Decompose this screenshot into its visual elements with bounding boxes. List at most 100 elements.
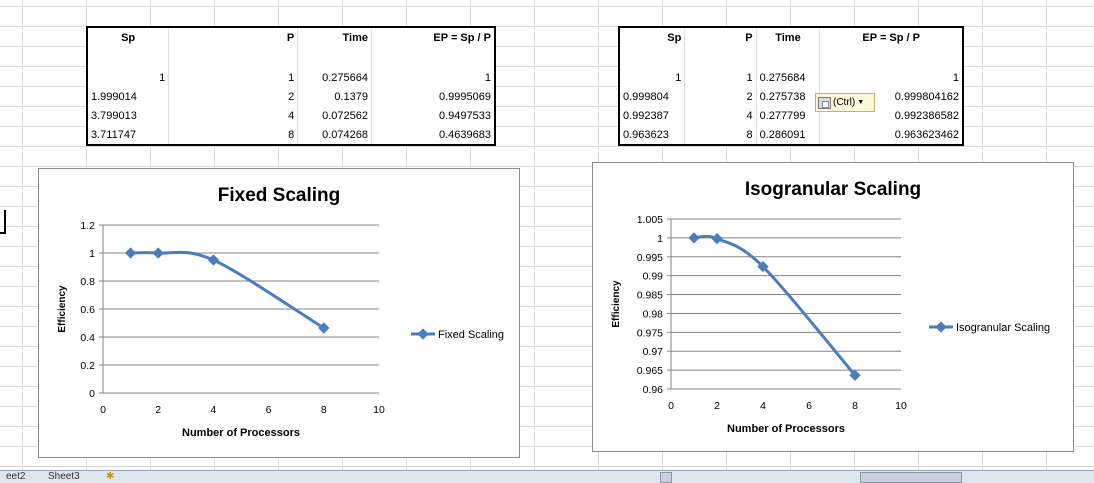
insert-sheet-icon[interactable]: ✱	[106, 471, 115, 482]
y-tick-label: 0.6	[80, 304, 95, 316]
y-tick-label: 0.975	[637, 327, 663, 339]
chart-title: Fixed Scaling	[218, 185, 340, 206]
cell[interactable]	[755, 48, 820, 68]
cell[interactable]	[819, 48, 963, 68]
cell-ep[interactable]: 0.963623462	[819, 125, 963, 145]
x-tick-label: 8	[321, 404, 327, 416]
y-axis-label: Efficiency	[57, 285, 68, 333]
cell-time[interactable]: 0.074268	[297, 125, 372, 145]
y-tick-label: 1	[657, 233, 663, 245]
table-row: 0.963623 8 0.286091 0.963623462	[619, 125, 963, 145]
table-row: 3.711747 8 0.074268 0.4639683	[87, 125, 495, 145]
scroll-split-handle[interactable]	[660, 472, 672, 483]
header-p[interactable]: P	[684, 27, 757, 48]
cell-sp[interactable]: 0.963623	[623, 128, 669, 141]
x-axis-label: Number of Processors	[182, 427, 300, 439]
data-point	[849, 369, 861, 381]
isogranular-scaling-chart-svg: Isogranular Scaling 0.96 0.965 0.97 0.975 0.9…	[611, 179, 1050, 435]
header-p[interactable]: P	[168, 27, 298, 48]
cell-p[interactable]: 4	[684, 106, 757, 125]
x-tick-label: 2	[714, 400, 720, 412]
horizontal-scrollbar-thumb[interactable]	[860, 472, 962, 483]
legend-label: Isogranular Scaling	[956, 322, 1050, 334]
cell-sp[interactable]: 0.992387	[623, 109, 669, 122]
cell-sp[interactable]: 3.711747	[91, 128, 137, 141]
paste-options-label: (Ctrl)	[833, 97, 856, 108]
cell-sp[interactable]: 3.799013	[91, 109, 137, 122]
cell-ep[interactable]: 0.9497533	[370, 106, 495, 125]
cell-ep[interactable]: 0.9995069	[370, 87, 495, 106]
y-tick-label: 0	[89, 388, 95, 400]
y-tick-label: 0.99	[643, 271, 664, 283]
cell-sp[interactable]: 1.999014	[91, 90, 137, 103]
table-row: 3.799013 4 0.072562 0.9497533	[87, 106, 495, 125]
table-row: 0.992387 4 0.277799 0.992386582	[619, 106, 963, 125]
legend-label: Fixed Scaling	[438, 329, 504, 341]
y-tick-label: 0.965	[637, 365, 663, 377]
cell-time[interactable]: 0.286091	[755, 125, 820, 145]
x-tick-label: 4	[760, 400, 766, 412]
cell-time[interactable]: 0.275684	[755, 68, 820, 87]
data-point	[711, 232, 723, 245]
cell[interactable]	[619, 48, 685, 68]
data-point	[207, 254, 220, 266]
cell-p[interactable]: 1	[684, 68, 757, 87]
table-row: 1 1 0.275664 1	[87, 68, 495, 87]
cell-sp[interactable]: 1	[159, 71, 166, 84]
y-tick-label: 1.2	[80, 220, 95, 232]
sheet-tab-bar: eet2 Sheet3 ✱	[0, 470, 1094, 483]
cell-p[interactable]: 2	[168, 87, 298, 106]
cell-sp[interactable]: 0.999804	[623, 90, 669, 103]
header-ep[interactable]: EP = Sp / P	[370, 27, 495, 48]
x-tick-label: 10	[895, 400, 907, 412]
y-tick-label: 0.985	[637, 290, 663, 302]
cell-time[interactable]: 0.275738	[755, 87, 820, 106]
cell-time[interactable]: 0.072562	[297, 106, 372, 125]
data-point	[318, 322, 330, 334]
cell[interactable]	[168, 48, 298, 68]
cell-time[interactable]: 0.1379	[297, 87, 372, 106]
paste-options-button[interactable]: (Ctrl) ▼	[815, 93, 875, 112]
cell-ep[interactable]: 1	[819, 68, 963, 87]
header-sp[interactable]: Sp	[121, 32, 136, 44]
cell-time[interactable]: 0.275664	[297, 68, 372, 87]
y-axis-label: Efficiency	[611, 280, 622, 328]
sheet-tab-sheet3[interactable]: Sheet3	[48, 471, 80, 482]
cell[interactable]	[684, 48, 757, 68]
isogranular-scaling-chart[interactable]: Isogranular Scaling 0.96 0.965 0.97 0.975 0.9…	[592, 162, 1074, 452]
table-row: 0.999804 2 0.275738 0.999804162	[619, 87, 963, 106]
cell[interactable]	[370, 48, 495, 68]
x-axis-label: Number of Processors	[727, 423, 845, 435]
isogranular-scaling-table: Sp P Time EP = Sp / P 1 1 0.275684 1 0.9…	[618, 26, 964, 146]
x-tick-label: 8	[852, 400, 858, 412]
header-time[interactable]: Time	[755, 27, 820, 48]
cell-ep[interactable]: 1	[370, 68, 495, 87]
cell-p[interactable]: 1	[168, 68, 298, 87]
cell[interactable]	[87, 48, 169, 68]
cell-p[interactable]: 2	[684, 87, 757, 106]
cell[interactable]	[297, 48, 372, 68]
cell-sp[interactable]: 1	[675, 71, 682, 84]
y-tick-label: 1.005	[637, 214, 663, 226]
table-row: 1 1 0.275684 1	[619, 68, 963, 87]
cell-p[interactable]: 8	[168, 125, 298, 145]
header-ep[interactable]: EP = Sp / P	[819, 27, 963, 48]
header-sp[interactable]: Sp	[667, 32, 682, 44]
x-tick-label: 0	[100, 404, 106, 416]
sheet-tab-sheet2[interactable]: eet2	[6, 471, 26, 482]
x-tick-label: 4	[210, 404, 216, 416]
cell-time[interactable]: 0.277799	[755, 106, 820, 125]
fixed-scaling-chart[interactable]: Fixed Scaling 0 0.2 0.4 0.6 0.8 1 1.2 0 2 4 6 8 10 Num…	[38, 168, 520, 458]
fixed-scaling-table: Sp P Time EP = Sp / P 1 1 0.275664 1 1.9…	[86, 26, 496, 146]
legend-marker	[417, 328, 429, 340]
x-tick-label: 2	[155, 404, 161, 416]
y-tick-label: 0.995	[637, 252, 663, 264]
clipboard-icon	[818, 96, 831, 109]
cell-cursor	[0, 210, 6, 234]
y-tick-label: 1	[89, 248, 95, 260]
cell-p[interactable]: 4	[168, 106, 298, 125]
header-time[interactable]: Time	[297, 27, 372, 48]
cell-p[interactable]: 8	[684, 125, 757, 145]
cell-ep[interactable]: 0.4639683	[370, 125, 495, 145]
legend-marker	[935, 321, 947, 333]
